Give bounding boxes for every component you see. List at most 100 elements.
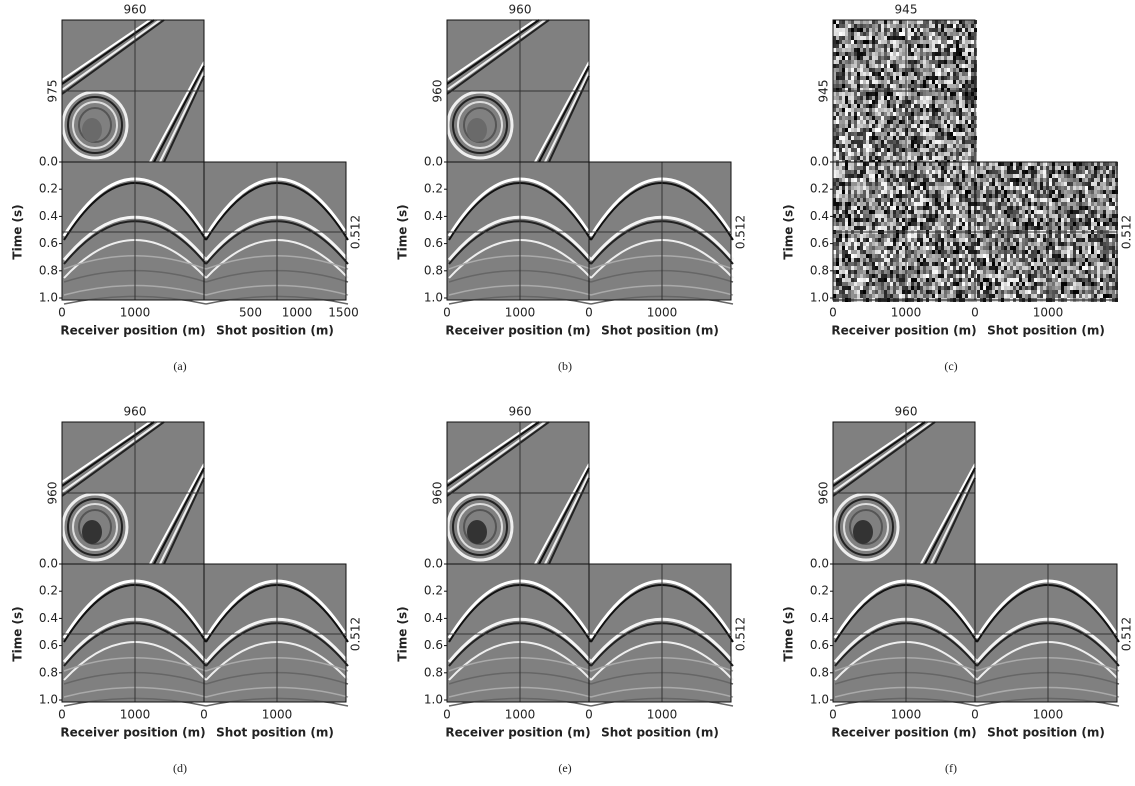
noise-cell bbox=[908, 44, 911, 48]
noise-cell bbox=[956, 262, 959, 266]
noise-cell bbox=[842, 174, 845, 178]
noise-cell bbox=[998, 214, 1001, 218]
noise-cell bbox=[932, 246, 935, 250]
noise-cell bbox=[950, 194, 953, 198]
noise-cell bbox=[857, 44, 860, 48]
noise-cell bbox=[845, 274, 848, 278]
noise-cell bbox=[1079, 194, 1082, 198]
noise-cell bbox=[935, 64, 938, 68]
noise-cell bbox=[896, 48, 899, 52]
noise-cell bbox=[1067, 186, 1070, 190]
noise-cell bbox=[932, 206, 935, 210]
noise-cell bbox=[1055, 262, 1058, 266]
noise-cell bbox=[908, 206, 911, 210]
noise-cell bbox=[1007, 234, 1010, 238]
noise-cell bbox=[839, 112, 842, 116]
noise-cell bbox=[869, 52, 872, 56]
noise-cell bbox=[1091, 270, 1094, 274]
noise-cell bbox=[845, 80, 848, 84]
noise-cell bbox=[899, 238, 902, 242]
noise-cell bbox=[926, 128, 929, 132]
noise-cell bbox=[1064, 234, 1067, 238]
noise-cell bbox=[926, 96, 929, 100]
noise-cell bbox=[956, 120, 959, 124]
noise-cell bbox=[1037, 218, 1040, 222]
noise-cell bbox=[959, 120, 962, 124]
noise-cell bbox=[839, 202, 842, 206]
noise-cell bbox=[1052, 170, 1055, 174]
noise-cell bbox=[935, 76, 938, 80]
noise-cell bbox=[878, 68, 881, 72]
noise-cell bbox=[1004, 206, 1007, 210]
noise-cell bbox=[1004, 186, 1007, 190]
noise-cell bbox=[944, 262, 947, 266]
noise-cell bbox=[848, 84, 851, 88]
noise-cell bbox=[1070, 162, 1073, 166]
noise-cell bbox=[839, 144, 842, 148]
noise-cell bbox=[836, 120, 839, 124]
noise-cell bbox=[836, 124, 839, 128]
noise-cell bbox=[1016, 174, 1019, 178]
noise-cell bbox=[863, 100, 866, 104]
noise-cell bbox=[971, 254, 974, 258]
y-tick-label: 0.8 bbox=[39, 263, 58, 277]
noise-cell bbox=[839, 60, 842, 64]
noise-cell bbox=[1013, 162, 1016, 166]
noise-cell bbox=[911, 214, 914, 218]
noise-cell bbox=[857, 286, 860, 290]
noise-cell bbox=[872, 214, 875, 218]
noise-cell bbox=[917, 52, 920, 56]
noise-cell bbox=[1079, 178, 1082, 182]
noise-cell bbox=[947, 290, 950, 294]
noise-cell bbox=[920, 136, 923, 140]
noise-cell bbox=[938, 194, 941, 198]
noise-cell bbox=[962, 190, 965, 194]
noise-cell bbox=[1058, 226, 1061, 230]
noise-cell bbox=[1097, 182, 1100, 186]
noise-cell bbox=[1106, 226, 1109, 230]
noise-cell bbox=[1058, 270, 1061, 274]
noise-cell bbox=[947, 214, 950, 218]
noise-cell bbox=[1088, 278, 1091, 282]
noise-cell bbox=[1091, 210, 1094, 214]
noise-cell bbox=[836, 56, 839, 60]
noise-cell bbox=[1004, 162, 1007, 166]
noise-cell bbox=[893, 286, 896, 290]
noise-cell bbox=[935, 56, 938, 60]
noise-cell bbox=[875, 246, 878, 250]
noise-cell bbox=[851, 28, 854, 32]
noise-cell bbox=[887, 44, 890, 48]
noise-cell bbox=[1106, 290, 1109, 294]
noise-cell bbox=[854, 48, 857, 52]
noise-cell bbox=[1043, 182, 1046, 186]
noise-cell bbox=[917, 112, 920, 116]
noise-cell bbox=[1040, 190, 1043, 194]
noise-cell bbox=[929, 112, 932, 116]
noise-cell bbox=[968, 32, 971, 36]
noise-cell bbox=[968, 84, 971, 88]
noise-cell bbox=[941, 68, 944, 72]
noise-cell bbox=[977, 170, 980, 174]
noise-cell bbox=[1106, 206, 1109, 210]
noise-cell bbox=[896, 262, 899, 266]
noise-cell bbox=[863, 266, 866, 270]
noise-cell bbox=[1001, 262, 1004, 266]
noise-cell bbox=[923, 218, 926, 222]
noise-cell bbox=[965, 120, 968, 124]
noise-cell bbox=[896, 60, 899, 64]
noise-cell bbox=[950, 262, 953, 266]
noise-cell bbox=[1106, 214, 1109, 218]
noise-cell bbox=[863, 84, 866, 88]
noise-cell bbox=[929, 210, 932, 214]
noise-cell bbox=[875, 278, 878, 282]
noise-cell bbox=[1001, 282, 1004, 286]
noise-cell bbox=[968, 166, 971, 170]
noise-cell bbox=[899, 148, 902, 152]
noise-cell bbox=[863, 124, 866, 128]
noise-cell bbox=[851, 194, 854, 198]
noise-cell bbox=[863, 76, 866, 80]
slice-label: 0.512 bbox=[349, 215, 363, 249]
noise-cell bbox=[932, 72, 935, 76]
noise-cell bbox=[941, 170, 944, 174]
noise-cell bbox=[917, 282, 920, 286]
